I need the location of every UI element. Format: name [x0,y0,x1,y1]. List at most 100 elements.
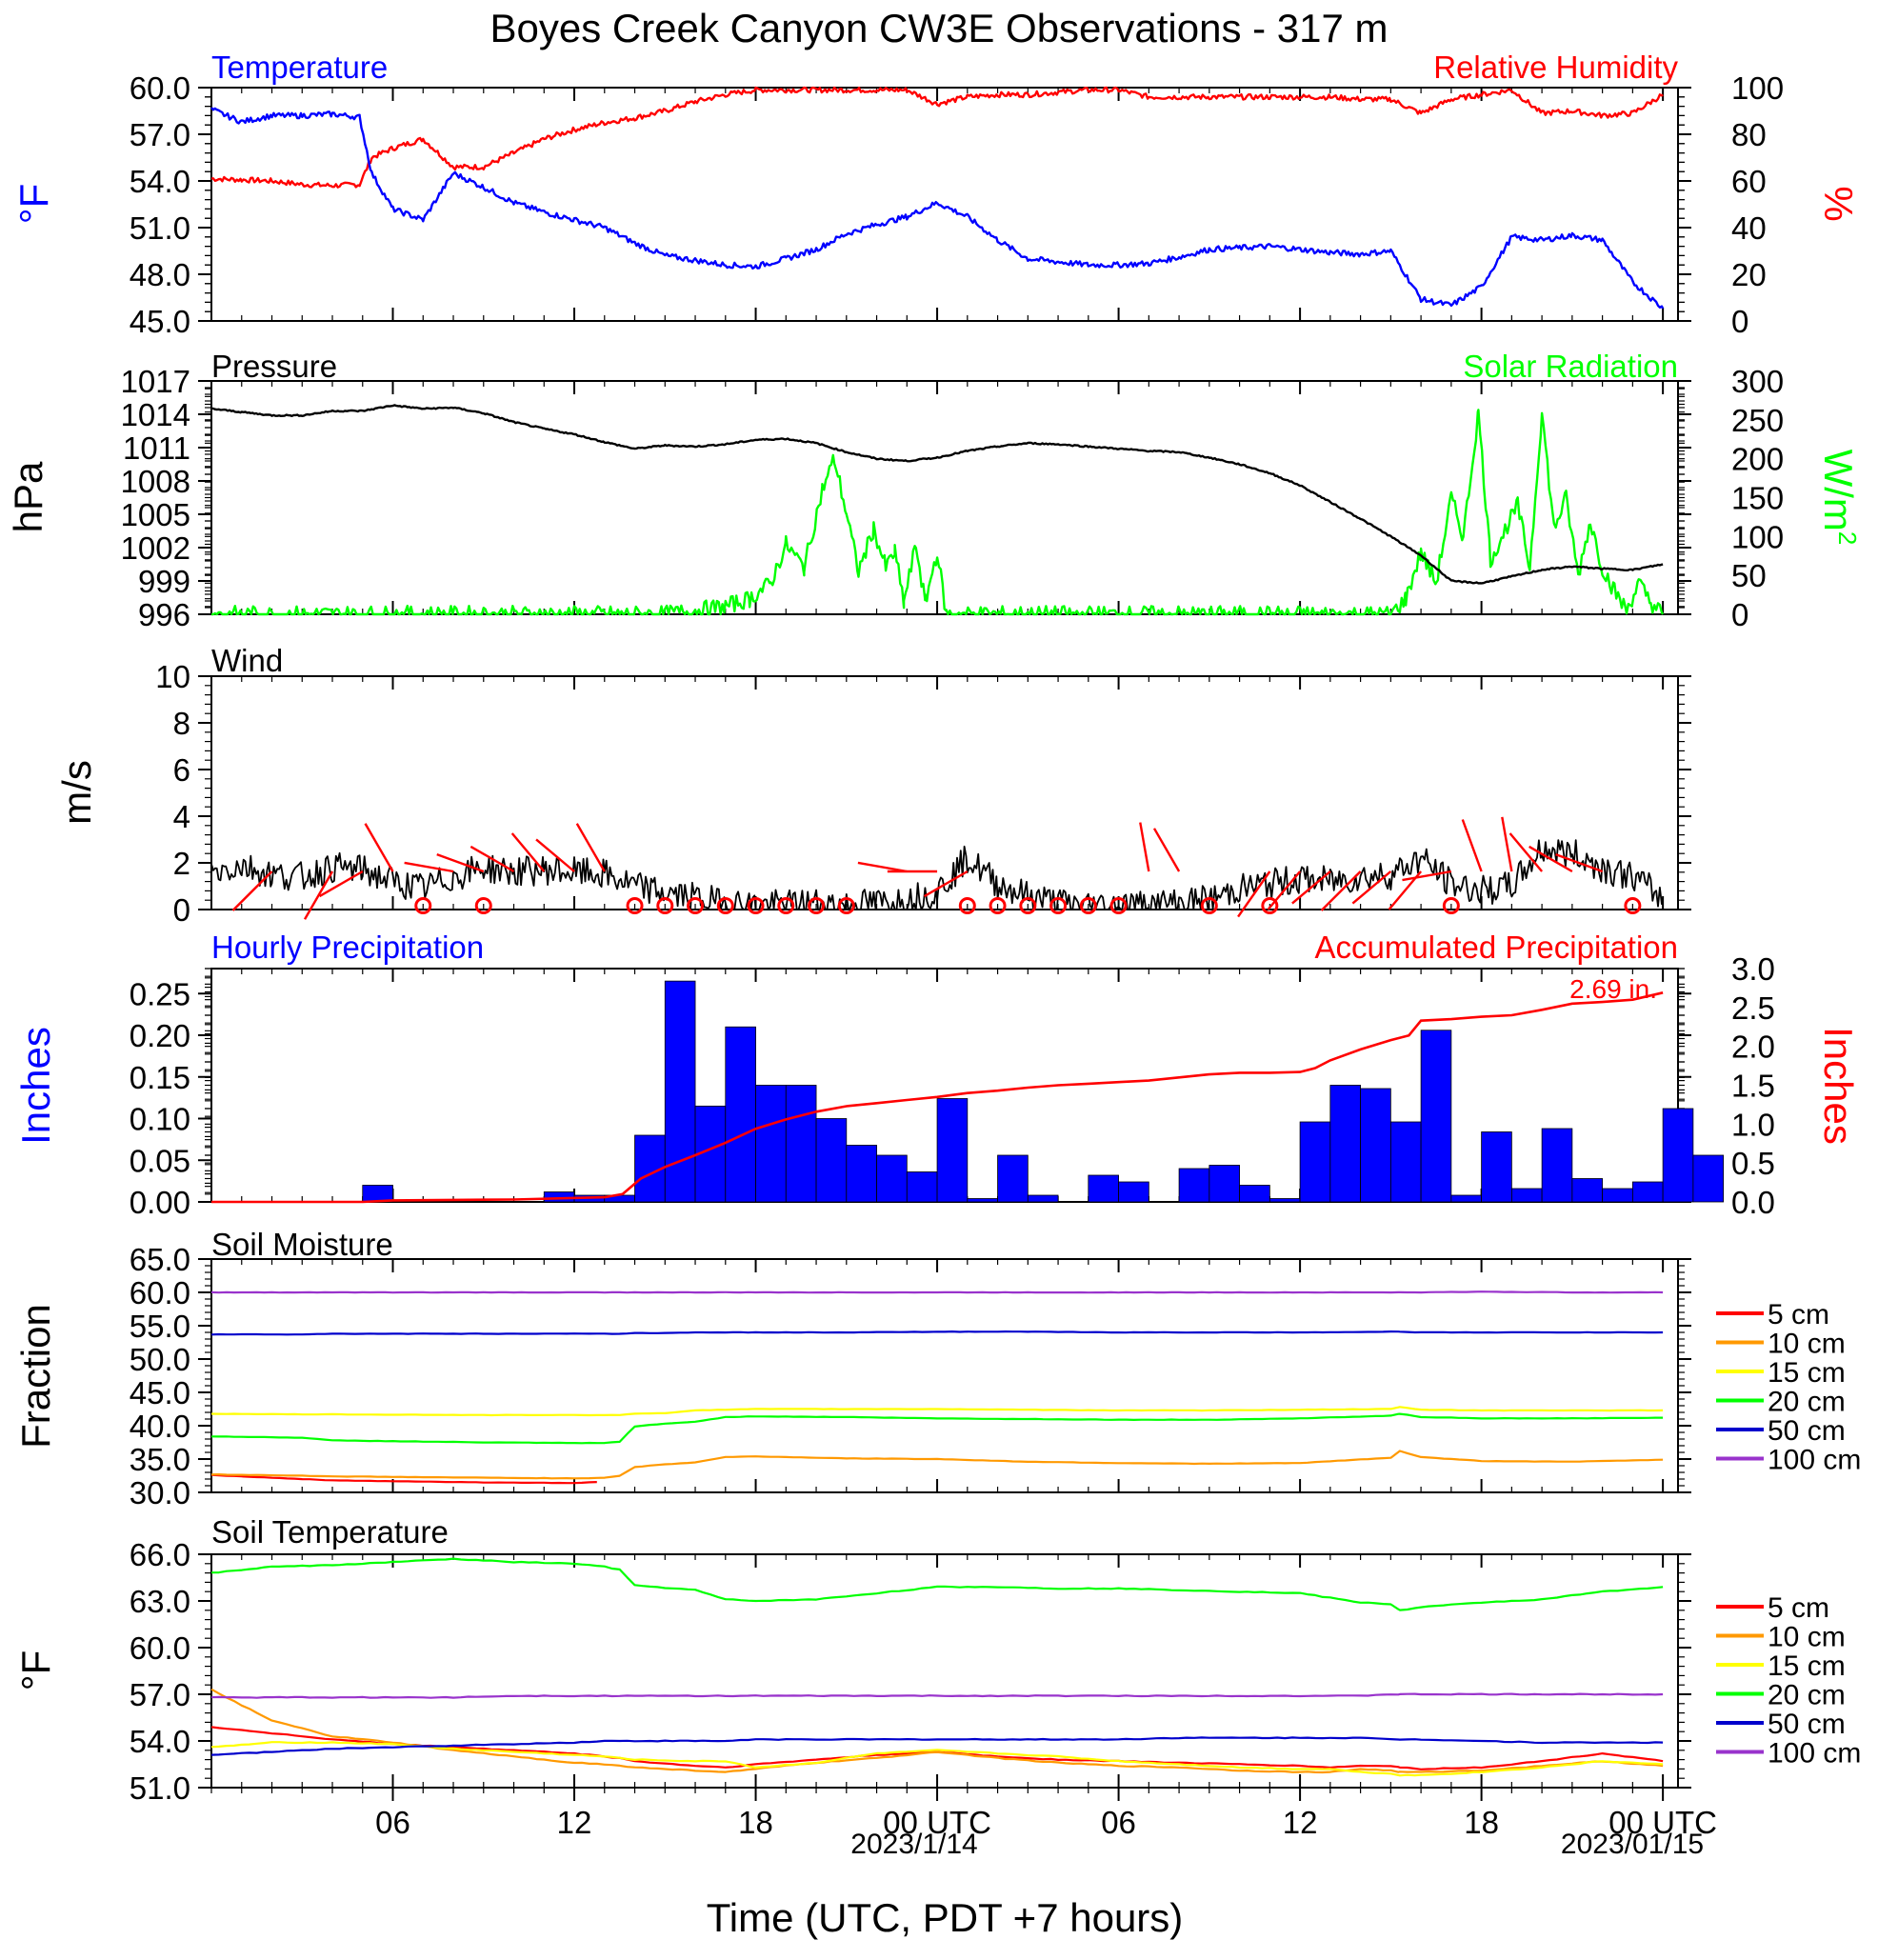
x-tick-label: 18 [738,1805,773,1840]
accum-precip-label: Accumulated Precipitation [1314,930,1678,965]
calm-wind-circle [687,897,705,914]
figure-title: Boyes Creek Canyon CW3E Observations - 3… [489,6,1388,50]
soil_temp-legend-label: 100 cm [1768,1738,1861,1770]
wind-barb [231,870,273,911]
precip-ytick-label-right: 1.0 [1731,1107,1775,1142]
wind-ytick-label-left: 10 [155,659,190,694]
hourly-precip-bar [1299,1121,1331,1203]
soil_moist-legend-label: 20 cm [1768,1387,1846,1418]
wind-barb [924,870,969,898]
pres_solar-ytick-label-left: 999 [138,564,190,599]
hourly-precip-bar [1692,1154,1725,1203]
wind-barb [1139,822,1150,872]
precip-ytick-label-right: 0.0 [1731,1185,1775,1220]
temp_rh-ytick-label-right: 100 [1731,70,1784,106]
pres_solar-ytick-label-left: 1005 [121,497,190,532]
pressure-line [210,404,1664,585]
relative-humidity-line [210,86,1664,189]
soil_moist-legend-label: 15 cm [1768,1357,1846,1389]
calm-wind-circle [1261,897,1279,914]
humidity-label: Relative Humidity [1433,50,1678,85]
hourly-precip-bar [1027,1194,1059,1203]
pressure-ylabel: hPa [6,461,50,532]
soil_moist-ytick-label-left: 30.0 [130,1475,190,1510]
panel-soil-moisture-frame [210,1258,1679,1493]
calm-wind-circle [1019,897,1037,914]
calm-wind-circle [989,897,1007,914]
calm-wind-circle [808,897,826,914]
x-tick-label: 06 [375,1805,410,1840]
calm-wind-circle [777,897,795,914]
calm-wind-circle [837,897,855,914]
soil-moisture-ylabel: Fraction [13,1304,58,1449]
soil_moist-ytick-label-left: 65.0 [130,1242,190,1277]
pres_solar-ytick-label-left: 1017 [121,364,190,399]
wind-barb [1267,870,1302,910]
soil-20cm-line [210,1557,1664,1611]
temp_rh-ytick-label-left: 60.0 [130,70,190,106]
wind-barb [1501,816,1513,872]
hourly-precip-bar [1209,1165,1240,1203]
calm-wind-circle [1049,897,1068,914]
wind-barb [857,861,908,873]
hourly-precip-bar [1662,1108,1694,1203]
panel-wind-frame [210,675,1679,910]
precip-ytick-label-left: 0.25 [130,976,190,1011]
soil_moist-legend-label: 100 cm [1768,1445,1861,1476]
temp_rh-ytick-label-right: 0 [1731,304,1748,339]
precip-right-ylabel: Inches [1816,1027,1861,1145]
wind-ytick-label-left: 4 [173,799,190,834]
precip-ytick-label-left: 0.15 [130,1060,190,1095]
soil-15cm-line [210,1406,1664,1417]
wind-ytick-label-left: 2 [173,846,190,881]
wind-barb [404,861,454,873]
precip-ytick-label-left: 0.05 [130,1143,190,1178]
soil_temp-ytick-label-left: 54.0 [130,1724,190,1759]
date-label-2: 2023/01/15 [1561,1829,1704,1860]
hourly-precip-bar [1541,1128,1573,1203]
wind-label: Wind [211,643,283,678]
x-tick-label: 00 UTC [1608,1805,1717,1840]
precip-ytick-label-right: 0.5 [1731,1146,1775,1181]
soil_temp-ytick-label-left: 51.0 [130,1770,190,1806]
precip-left-ylabel: Inches [13,1027,58,1145]
soil_temp-legend-label: 50 cm [1768,1709,1846,1740]
wind-barb [436,853,485,873]
soil_moist-ytick-label-left: 45.0 [130,1375,190,1410]
soil-15cm-line [210,1741,1664,1777]
soil_moist-legend-label: 50 cm [1768,1415,1846,1447]
precip-ytick-label-right: 2.5 [1731,990,1775,1026]
soil_temp-ytick-label-left: 66.0 [130,1537,190,1572]
temp_rh-ytick-label-right: 40 [1731,210,1767,246]
soil-20cm-line [210,1412,1664,1445]
hourly-precip-bar [1360,1088,1391,1203]
hourly-precip-bar [1088,1174,1119,1203]
pres_solar-ytick-label-right: 250 [1731,403,1784,438]
wind-barb [510,832,546,872]
hourly-precip-bar [1420,1030,1452,1203]
calm-wind-circle [1624,897,1642,914]
wind-barb [1320,870,1362,911]
hourly-precip-bar [785,1085,817,1203]
wind-barb [1461,819,1483,872]
panel-soil-temperature-frame [210,1553,1679,1789]
temp_rh-ytick-label-left: 48.0 [130,257,190,292]
temperature-line [210,107,1665,310]
soil_moist-ytick-label-left: 55.0 [130,1309,190,1344]
pres_solar-ytick-label-left: 1011 [123,430,190,466]
hourly-precip-bar [1510,1188,1543,1203]
hourly-precip-label: Hourly Precipitation [211,930,484,965]
hourly-precip-bar [876,1154,908,1203]
pres_solar-ytick-label-right: 200 [1731,442,1784,477]
wind-ylabel: m/s [54,760,99,825]
soil_moist-legend-label: 10 cm [1768,1329,1846,1360]
temp_rh-ytick-label-left: 45.0 [130,304,190,339]
hourly-precip-bar [725,1026,756,1203]
calm-wind-circle [1079,897,1097,914]
calm-wind-circle [1109,897,1128,914]
hourly-precip-bar [936,1098,969,1203]
soil-100cm-line [210,1290,1664,1294]
temp_rh-ytick-label-right: 60 [1731,164,1767,199]
soil-10cm-line [210,1688,1664,1774]
